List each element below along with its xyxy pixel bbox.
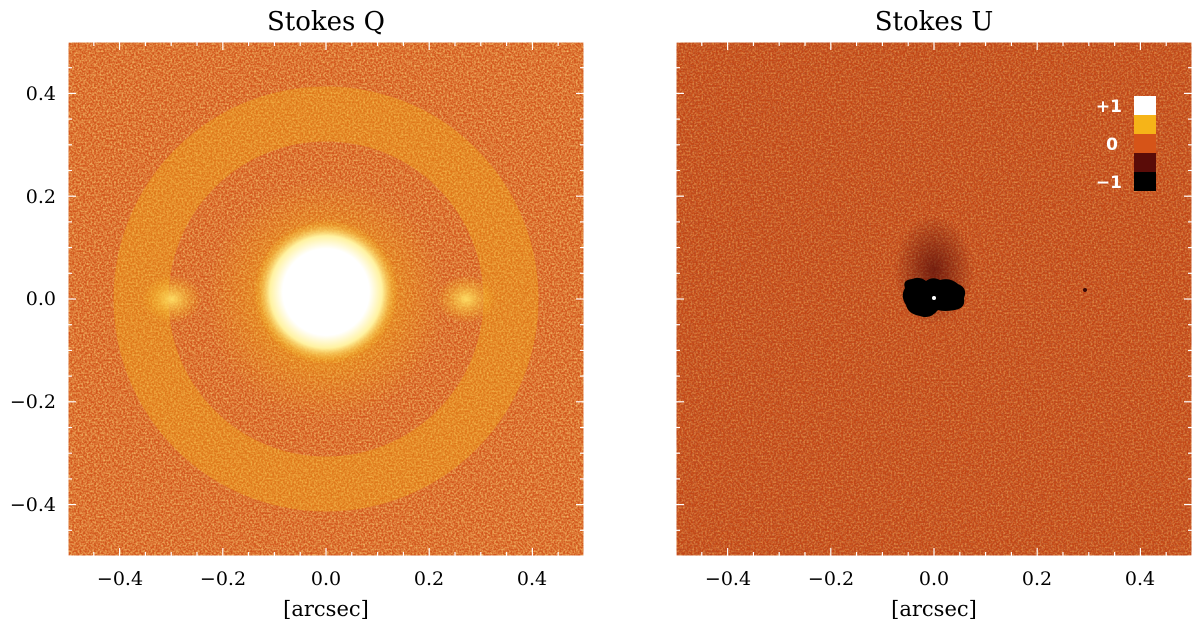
q-ticks <box>67 41 585 557</box>
image-stokes-q <box>68 42 584 556</box>
colorbar: +1 0 −1 <box>1096 96 1156 193</box>
q-x-tick-label: −0.4 <box>97 568 143 590</box>
q-y-tick-label: −0.2 <box>10 391 56 413</box>
q-y-tick-label: 0.0 <box>26 288 56 310</box>
q-y-tick-label: −0.4 <box>10 494 56 516</box>
colorbar-label-minus-one: −1 <box>1096 173 1122 193</box>
q-halo-ring <box>113 86 539 512</box>
panel-stokes-q: Stokes Q −0.4 −0.2 0.0 0.2 0.4 0.4 0.2 0… <box>10 7 585 621</box>
q-bright-core <box>254 220 398 364</box>
u-x-tick-label: −0.2 <box>808 568 854 590</box>
panel-title-u: Stokes U <box>875 7 994 37</box>
q-x-tick-label: 0.2 <box>414 568 444 590</box>
image-stokes-u <box>676 42 1192 556</box>
u-small-dark-spot <box>1083 288 1087 292</box>
u-x-tick-labels: −0.4 −0.2 0.0 0.2 0.4 <box>705 568 1155 590</box>
colorbar-swatch-minus-half <box>1134 153 1156 172</box>
u-x-tick-label: 0.0 <box>919 568 949 590</box>
q-x-tick-label: 0.4 <box>517 568 547 590</box>
colorbar-swatch-plus-one <box>1134 96 1156 115</box>
q-spot-left <box>142 275 202 323</box>
q-x-tick-label: −0.2 <box>200 568 246 590</box>
colorbar-swatch-zero <box>1134 134 1156 153</box>
panel-title-q: Stokes Q <box>267 7 385 37</box>
u-core-dot <box>932 296 936 300</box>
q-y-tick-label: 0.4 <box>26 83 56 105</box>
q-x-axis-label: [arcsec] <box>283 597 369 621</box>
q-x-tick-label: 0.0 <box>311 568 341 590</box>
q-y-tick-label: 0.2 <box>26 186 56 208</box>
u-x-tick-label: −0.4 <box>705 568 751 590</box>
u-ticks <box>675 41 1193 557</box>
colorbar-label-plus-one: +1 <box>1096 97 1122 117</box>
u-x-axis-label: [arcsec] <box>891 597 977 621</box>
q-y-tick-labels: 0.4 0.2 0.0 −0.2 −0.4 <box>10 83 56 516</box>
u-x-tick-label: 0.4 <box>1125 568 1155 590</box>
panel-stokes-u: Stokes U +1 0 −1 −0.4 −0.2 <box>675 7 1193 621</box>
colorbar-swatch-half <box>1134 115 1156 134</box>
colorbar-label-zero: 0 <box>1106 135 1118 155</box>
colorbar-swatch-minus-one <box>1134 172 1156 191</box>
u-x-tick-label: 0.2 <box>1022 568 1052 590</box>
q-spot-right <box>436 275 496 323</box>
q-x-tick-labels: −0.4 −0.2 0.0 0.2 0.4 <box>97 568 547 590</box>
